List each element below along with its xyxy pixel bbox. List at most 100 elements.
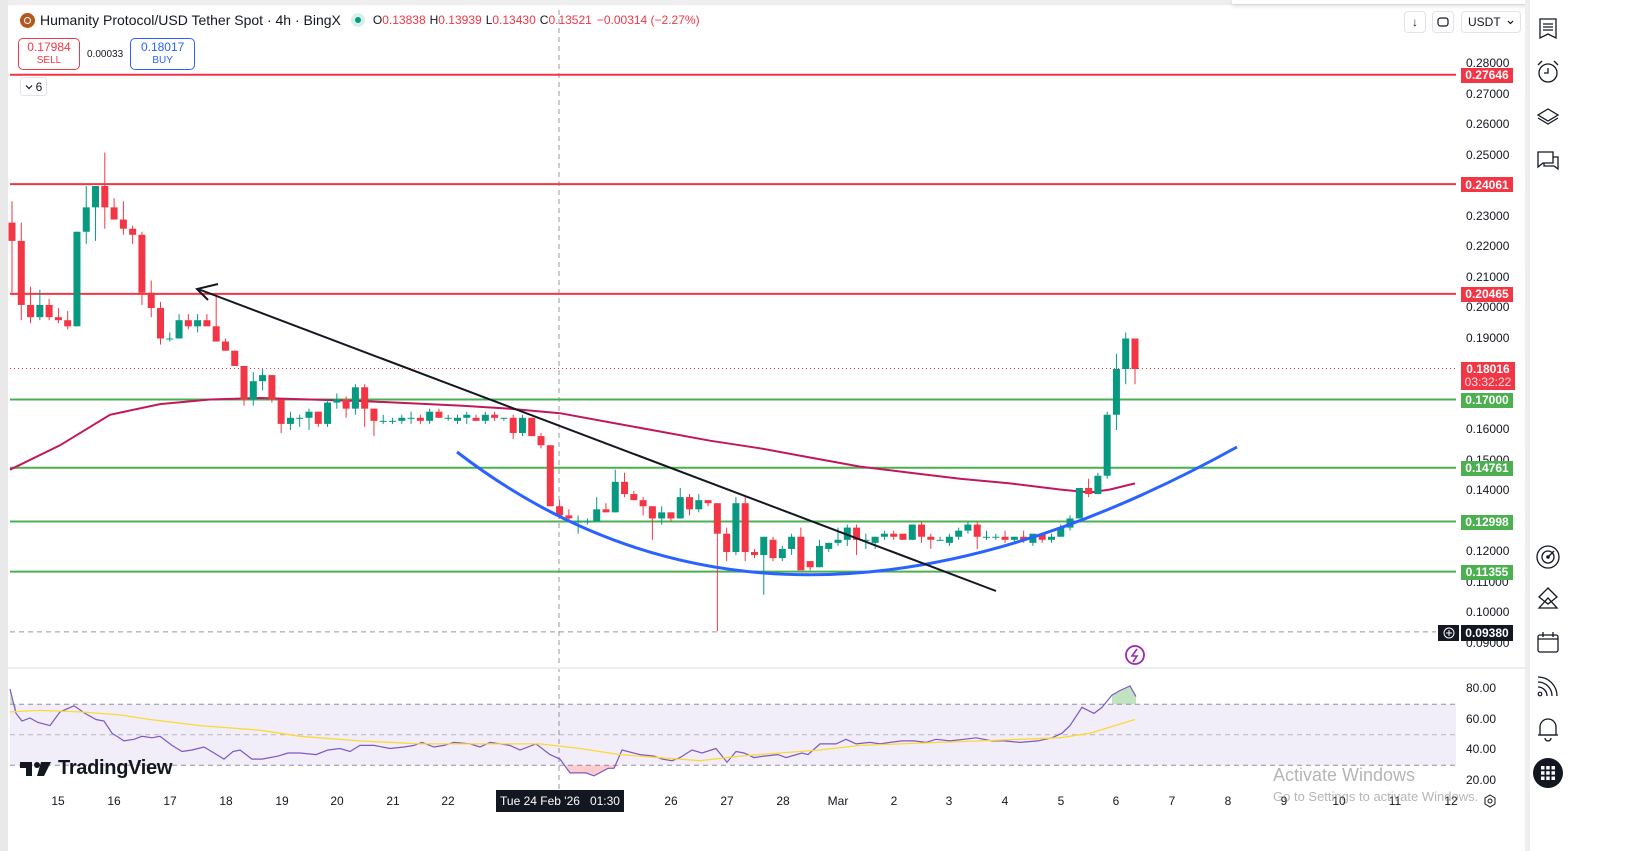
candle-body[interactable] — [518, 417, 526, 434]
candle-body[interactable] — [407, 417, 415, 419]
candle-body[interactable] — [778, 548, 786, 559]
candle-body[interactable] — [862, 539, 870, 541]
candle-body[interactable] — [472, 417, 480, 421]
candle-body[interactable] — [871, 536, 879, 543]
candle-body[interactable] — [73, 231, 81, 327]
candle-body[interactable] — [463, 414, 471, 418]
candle-body[interactable] — [324, 402, 332, 424]
candle-body[interactable] — [723, 533, 731, 552]
screener-button[interactable] — [1533, 542, 1563, 572]
scroll-to-realtime-button[interactable]: ↓ — [1404, 11, 1426, 33]
indicators-toggle-button[interactable]: 6 — [20, 77, 47, 96]
rsi-ma-line[interactable] — [9, 709, 1136, 762]
candle-body[interactable] — [788, 536, 796, 549]
candle-body[interactable] — [361, 387, 369, 409]
candle-body[interactable] — [1112, 369, 1120, 415]
event-lightning-icon[interactable] — [1125, 645, 1145, 665]
candle-body[interactable] — [166, 338, 174, 340]
fullscreen-button[interactable] — [1432, 11, 1454, 33]
candle-body[interactable] — [416, 417, 424, 421]
candle-body[interactable] — [82, 207, 90, 232]
candle-body[interactable] — [333, 399, 341, 403]
candle-body[interactable] — [797, 536, 805, 571]
candle-body[interactable] — [481, 414, 489, 421]
candle-body[interactable] — [203, 320, 211, 327]
candle-body[interactable] — [249, 381, 257, 400]
symbol-title[interactable]: Humanity Protocol/USD Tether Spot · 4h ·… — [40, 12, 341, 28]
candle-body[interactable] — [453, 417, 461, 421]
candle-body[interactable] — [992, 536, 1000, 538]
candle-body[interactable] — [1075, 487, 1083, 519]
candle-body[interactable] — [184, 320, 192, 327]
candle-body[interactable] — [398, 417, 406, 421]
candle-body[interactable] — [695, 500, 703, 510]
candle-body[interactable] — [27, 304, 35, 318]
candle-body[interactable] — [64, 320, 72, 327]
candle-body[interactable] — [945, 536, 953, 543]
candle-body[interactable] — [54, 317, 62, 321]
candle-body[interactable] — [658, 512, 666, 519]
products-menu-button[interactable] — [1533, 758, 1563, 788]
candle-body[interactable] — [147, 292, 155, 308]
object-tree-button[interactable] — [1533, 102, 1563, 132]
candle-body[interactable] — [156, 308, 164, 339]
candle-body[interactable] — [305, 411, 313, 418]
candle-body[interactable] — [110, 207, 118, 220]
candle-body[interactable] — [17, 240, 25, 305]
alerts-button[interactable] — [1533, 57, 1563, 87]
candle-body[interactable] — [194, 320, 202, 327]
candle-body[interactable] — [221, 341, 229, 351]
notifications-button[interactable] — [1533, 714, 1563, 744]
candle-body[interactable] — [769, 539, 777, 559]
candle-body[interactable] — [8, 222, 16, 241]
candle-body[interactable] — [732, 503, 740, 552]
candle-body[interactable] — [537, 436, 545, 446]
candle-body[interactable] — [175, 320, 183, 339]
candle-body[interactable] — [834, 539, 842, 543]
candle-body[interactable] — [36, 304, 44, 318]
candle-body[interactable] — [379, 420, 387, 422]
candle-body[interactable] — [314, 411, 322, 424]
candle-body[interactable] — [500, 417, 508, 419]
candle-body[interactable] — [955, 530, 963, 537]
descending-trendline[interactable] — [197, 288, 997, 592]
news-button[interactable] — [1533, 671, 1563, 701]
candle-body[interactable] — [546, 445, 554, 507]
candle-body[interactable] — [286, 417, 294, 424]
candle-body[interactable] — [1010, 536, 1018, 540]
candle-body[interactable] — [648, 506, 656, 519]
candle-body[interactable] — [853, 527, 861, 540]
candle-body[interactable] — [593, 509, 601, 522]
chats-button[interactable] — [1533, 146, 1563, 176]
sell-button[interactable]: 0.17984 SELL — [18, 38, 80, 70]
candle-body[interactable] — [983, 536, 991, 538]
candle-body[interactable] — [370, 408, 378, 421]
candle-body[interactable] — [1122, 338, 1130, 370]
candle-body[interactable] — [296, 417, 304, 419]
candle-body[interactable] — [676, 497, 684, 519]
rsi-line[interactable] — [9, 685, 1137, 777]
candle-body[interactable] — [556, 506, 564, 516]
candle-body[interactable] — [899, 533, 907, 540]
candle-body[interactable] — [435, 411, 443, 418]
candle-body[interactable] — [583, 521, 591, 523]
candle-body[interactable] — [936, 539, 944, 541]
candle-body[interactable] — [342, 399, 350, 409]
candle-body[interactable] — [815, 545, 823, 568]
candle-body[interactable] — [45, 304, 53, 318]
candle-body[interactable] — [277, 399, 285, 424]
candle-body[interactable] — [212, 326, 220, 342]
buy-button[interactable]: 0.18017 BUY — [130, 38, 196, 70]
candle-body[interactable] — [1131, 338, 1139, 370]
candle-body[interactable] — [611, 481, 619, 513]
ideas-button[interactable] — [1533, 584, 1563, 614]
candle-body[interactable] — [565, 515, 573, 519]
candle-body[interactable] — [908, 524, 916, 540]
candle-body[interactable] — [741, 503, 749, 552]
candle-body[interactable] — [704, 500, 712, 504]
candle-body[interactable] — [1047, 536, 1055, 540]
candle-body[interactable] — [259, 375, 267, 382]
candle-body[interactable] — [119, 219, 127, 229]
candle-body[interactable] — [750, 552, 758, 556]
